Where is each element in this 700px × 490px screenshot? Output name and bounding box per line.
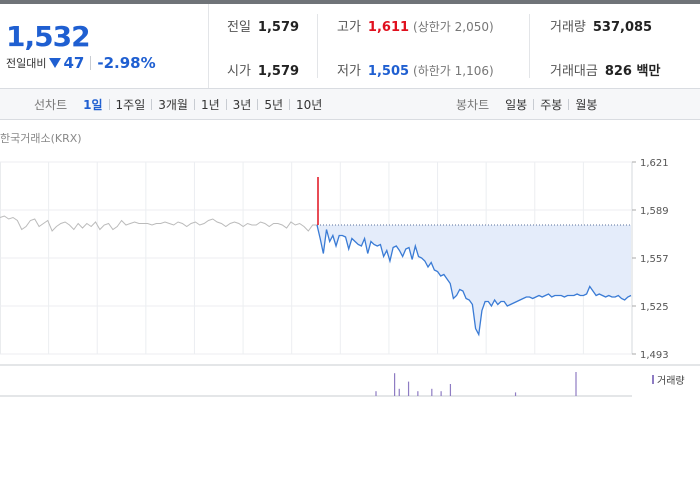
stat-prev-close: 전일 1,579 [227, 16, 299, 35]
y-tick-label: 1,525 [640, 302, 669, 313]
change-row: 전일대비 47 -2.98% [6, 54, 156, 72]
series-today-area [317, 225, 631, 335]
volume-value: 537,085 [592, 20, 653, 35]
prev-close-label: 전일 [227, 20, 251, 35]
stat-high: 고가 1,611 (상한가 2,050) [337, 16, 494, 35]
amount-value: 826 백만 [604, 64, 661, 79]
amount-label: 거래대금 [550, 64, 598, 79]
y-tick-label: 1,493 [640, 350, 669, 361]
divider [193, 98, 195, 110]
stats-panel: 전일 1,579 시가 1,579 고가 1,611 (상한가 2,050) 저… [209, 4, 700, 88]
divider [151, 98, 153, 110]
stat-open: 시가 1,579 [227, 60, 299, 79]
current-price: 1,532 [6, 20, 91, 53]
intraday-line-chart: 1,621 1,589 1,557 1,525 1,493 [0, 158, 700, 397]
series-today-line [316, 224, 632, 337]
top-bar [0, 0, 700, 4]
tab-3-months[interactable]: 3개월 [158, 97, 188, 112]
low-value: 1,505 [367, 64, 410, 79]
chart-tab-bar: 선차트 1일 1주일 3개월 1년 3년 5년 10년 봉차트 일봉 주봉 월봉 [0, 89, 700, 120]
candle-chart-title: 봉차트 [456, 97, 490, 112]
lower-limit: (하한가 1,106) [413, 64, 494, 78]
volume-label: 거래량 [550, 20, 586, 35]
change-label: 전일대비 [6, 57, 47, 70]
y-tick-label: 1,557 [640, 254, 669, 265]
prev-close-value: 1,579 [257, 20, 300, 35]
divider [289, 98, 291, 110]
tab-1-day[interactable]: 1일 [83, 97, 103, 112]
volume-legend-swatch [652, 375, 654, 384]
stat-low: 저가 1,505 (하한가 1,106) [337, 60, 494, 79]
open-label: 시가 [227, 64, 251, 79]
down-triangle-icon [49, 58, 62, 68]
change-percent: -2.98% [97, 54, 156, 72]
tab-3-years[interactable]: 3년 [232, 97, 252, 112]
line-chart-tabs: 선차트 1일 1주일 3개월 1년 3년 5년 10년 [34, 89, 328, 119]
volume-legend: 거래량 [652, 372, 685, 387]
y-tick-label: 1,589 [640, 206, 669, 217]
y-tick-label: 1,621 [640, 158, 669, 169]
price-box: 1,532 전일대비 47 -2.98% [0, 4, 209, 88]
upper-limit: (상한가 2,050) [413, 20, 494, 34]
divider [533, 98, 535, 110]
open-value: 1,579 [257, 64, 300, 79]
price-chart: 1,621 1,589 1,557 1,525 1,493 한국거래소(KRX) 거래량 [0, 120, 700, 400]
divider [529, 14, 530, 78]
exchange-label: 한국거래소(KRX) [0, 132, 82, 145]
change-value: 47 [63, 54, 85, 72]
volume-legend-label: 거래량 [657, 376, 685, 387]
line-chart-title: 선차트 [34, 97, 68, 112]
divider [90, 56, 92, 70]
high-label: 고가 [337, 20, 361, 35]
tab-1-year[interactable]: 1년 [200, 97, 220, 112]
divider [225, 98, 227, 110]
tab-5-years[interactable]: 5년 [264, 97, 284, 112]
high-value: 1,611 [367, 20, 410, 35]
divider [108, 98, 110, 110]
tab-1-week[interactable]: 1주일 [115, 97, 146, 112]
candle-chart-tabs: 봉차트 일봉 주봉 월봉 [456, 89, 603, 119]
stat-volume: 거래량 537,085 [550, 16, 652, 35]
tab-monthly[interactable]: 월봉 [575, 97, 598, 112]
stat-amount: 거래대금 826 백만 [550, 60, 660, 79]
divider [257, 98, 259, 110]
tab-10-years[interactable]: 10년 [296, 97, 323, 112]
tab-daily[interactable]: 일봉 [505, 97, 528, 112]
low-label: 저가 [337, 64, 361, 79]
divider [317, 14, 318, 78]
divider [568, 98, 570, 110]
tab-weekly[interactable]: 주봉 [540, 97, 563, 112]
stock-summary: 1,532 전일대비 47 -2.98% 전일 1,579 시가 1,579 고… [0, 4, 700, 89]
series-prev-day-line [0, 215, 317, 232]
